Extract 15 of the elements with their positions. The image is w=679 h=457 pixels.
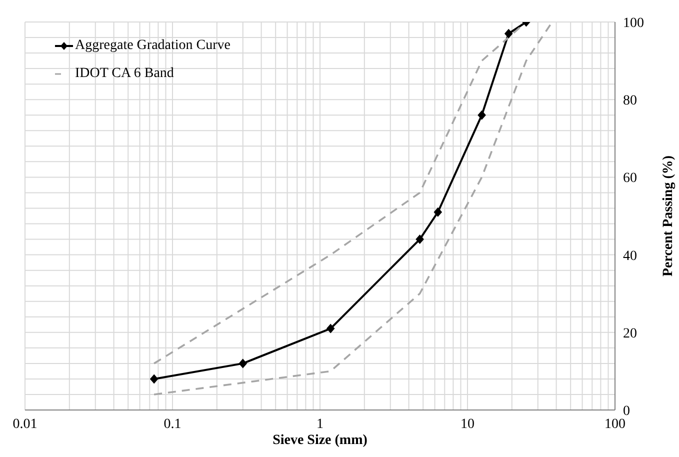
x-tick-label: 0.1: [164, 416, 182, 432]
x-tick-label: 10: [460, 416, 474, 432]
y-tick-label: 60: [623, 171, 637, 186]
y-axis-title: Percent Passing (%): [661, 155, 677, 277]
y-tick-label: 80: [623, 94, 637, 109]
x-axis-title: Sieve Size (mm): [272, 433, 368, 449]
y-tick-label: 20: [623, 326, 637, 342]
legend-label: IDOT CA 6 Band: [75, 66, 174, 82]
y-tick-label: 100: [623, 16, 644, 31]
x-tick-label: 100: [604, 416, 626, 432]
y-tick-label: 0: [623, 404, 630, 419]
legend-label: Aggregate Gradation Curve: [75, 38, 230, 54]
y-tick-label: 40: [623, 248, 637, 264]
x-tick-label: 0.01: [12, 416, 38, 432]
x-tick-label: 1: [316, 416, 324, 432]
